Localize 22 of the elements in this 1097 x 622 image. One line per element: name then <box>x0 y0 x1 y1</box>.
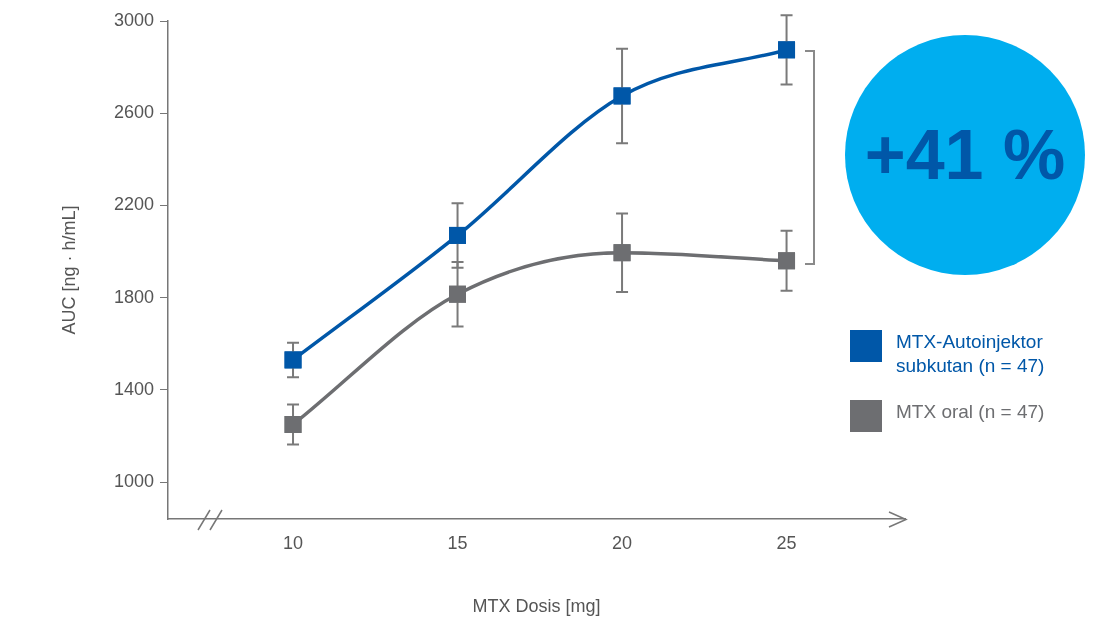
y-tick-label: 3000 <box>113 9 154 30</box>
point <box>449 285 467 303</box>
x-axis-title: MTX Dosis [mg] <box>472 596 601 617</box>
y-tick-label: 1800 <box>113 286 154 307</box>
y-axis-title: AUC [ng · h/mL] <box>58 205 79 335</box>
y-tick-label: 1000 <box>113 471 154 492</box>
point <box>778 252 796 270</box>
point <box>613 244 631 262</box>
point <box>613 87 631 105</box>
y-tick-label: 1400 <box>113 378 154 399</box>
y-tick-label: 2600 <box>113 102 154 123</box>
point <box>778 41 796 59</box>
point <box>284 415 302 433</box>
x-tick-label: 15 <box>447 532 468 553</box>
x-tick-label: 20 <box>612 532 633 553</box>
x-tick-label: 10 <box>283 532 304 553</box>
legend-label: MTX-Autoinjektor subkutan (n = 47) <box>896 330 1046 378</box>
point <box>284 351 302 369</box>
y-tick-label: 2200 <box>113 194 154 215</box>
legend-label: MTX oral (n = 47) <box>896 400 1045 424</box>
x-tick-label: 25 <box>776 532 797 553</box>
point <box>449 226 467 244</box>
